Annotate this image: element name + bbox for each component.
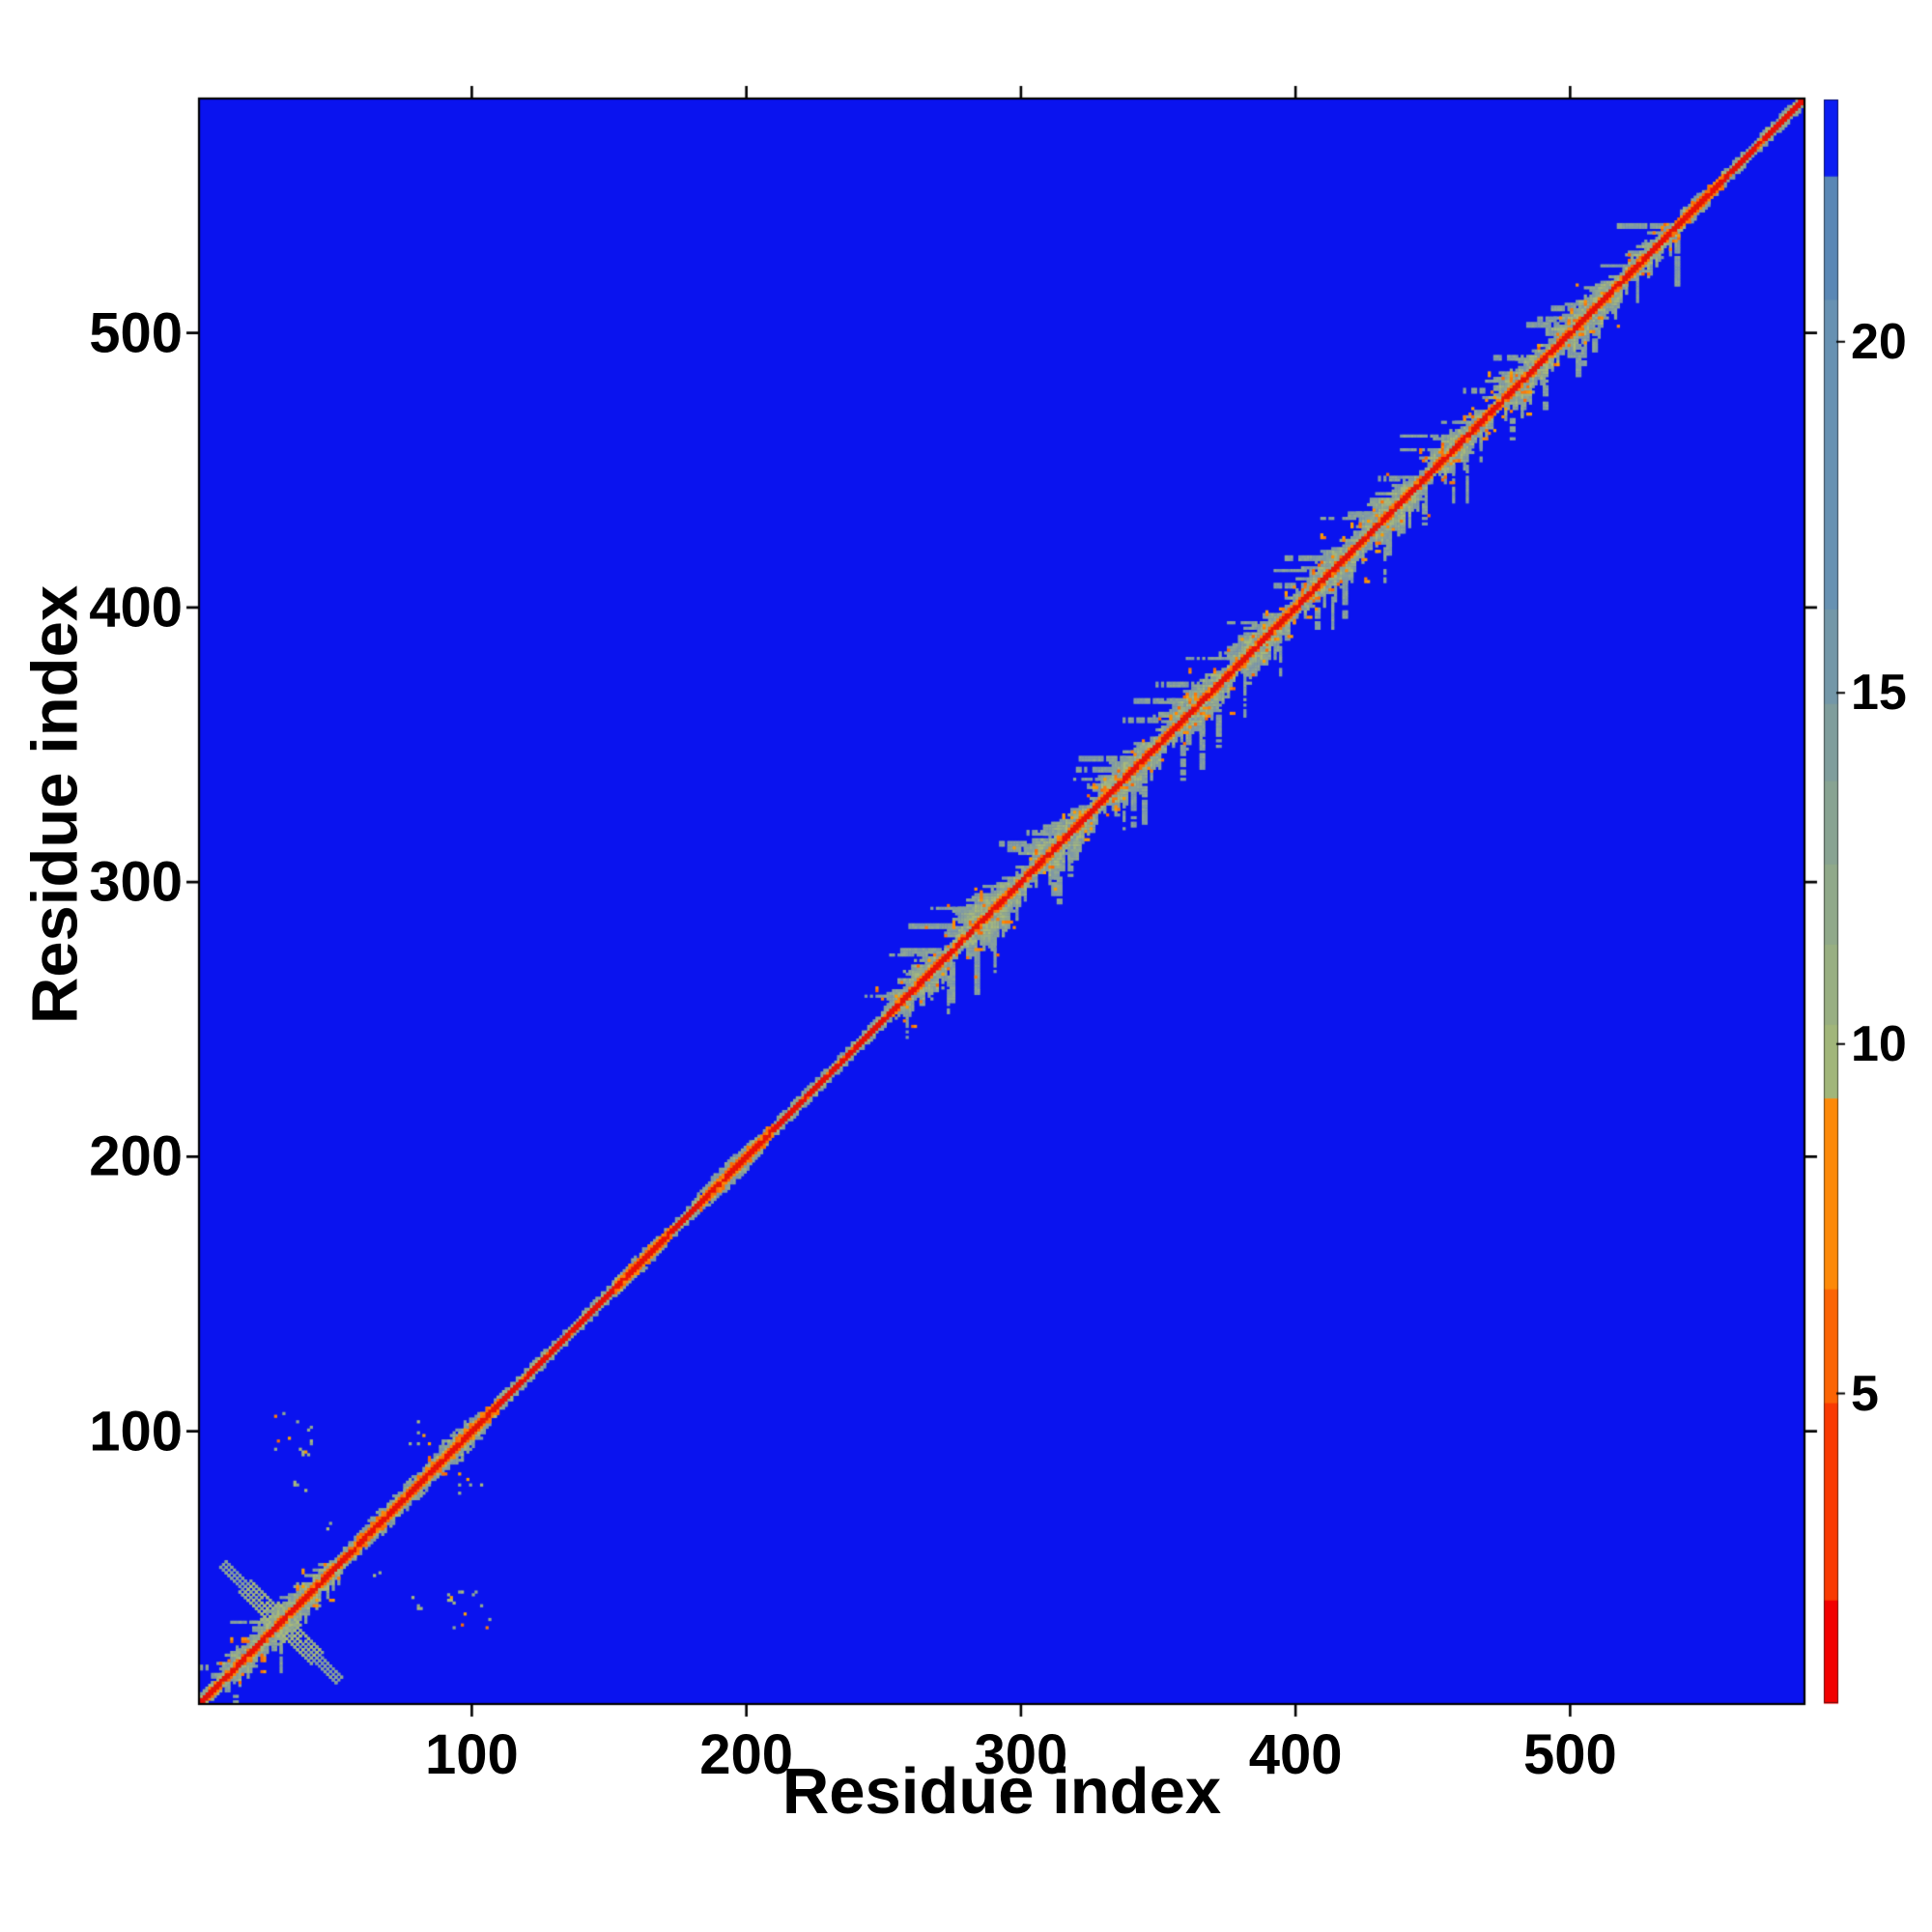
y-tick-label-100: 100 [89,1400,183,1463]
x-axis-title: Residue index [781,1755,1222,1828]
x-tick-label-500: 500 [1522,1723,1617,1786]
y-tick-label-200: 200 [89,1124,183,1188]
colorbar-tick-label-5: 5 [1851,1365,1879,1422]
colorbar-tick-label-15: 15 [1851,665,1907,722]
x-tick-label-200: 200 [699,1723,794,1786]
colorbar-tick-label-10: 10 [1851,1015,1907,1072]
y-tick-label-500: 500 [89,301,183,365]
y-tick-label-300: 300 [89,850,183,914]
x-tick-label-400: 400 [1248,1723,1343,1786]
colorbar-tick-label-20: 20 [1851,313,1907,370]
y-tick-label-400: 400 [89,576,183,639]
x-tick-label-100: 100 [425,1723,519,1786]
y-axis-title: Residue index [18,584,92,1025]
x-tick-label-300: 300 [974,1723,1068,1786]
